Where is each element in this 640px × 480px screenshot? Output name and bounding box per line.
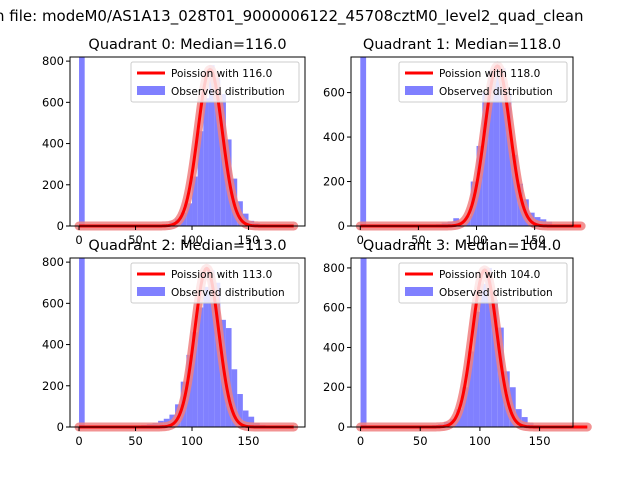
hist-bar	[360, 258, 367, 427]
y-tick-label: 600	[323, 86, 345, 100]
y-tick-label: 800	[323, 261, 345, 275]
y-tick-label: 400	[42, 338, 64, 352]
y-tick-label: 0	[57, 219, 64, 233]
hist-bar	[192, 332, 198, 427]
panel-title: Quadrant 2: Median=113.0	[88, 238, 286, 254]
panel-quadrant-1: 0 50 100 150 0 200 400 600 Quadrant 1: Median=11…	[323, 37, 586, 247]
y-tick-label: 0	[338, 219, 345, 233]
y-tick-label: 200	[42, 178, 64, 192]
hist-bar	[197, 307, 204, 427]
axes-frame	[350, 56, 574, 227]
hist-bar	[485, 267, 492, 427]
hist-bar	[237, 394, 243, 427]
hist-bar	[511, 154, 518, 226]
y-tick-label: 800	[42, 255, 64, 269]
x-tick-label: 0	[75, 233, 82, 247]
hist-bar	[79, 57, 85, 226]
legend-swatch-histogram	[137, 287, 165, 296]
y-tick-label: 600	[42, 296, 64, 310]
x-tick-label: 150	[238, 233, 260, 247]
y-tick-label: 400	[323, 130, 345, 144]
x-tick-label: 150	[529, 434, 551, 448]
hist-bar	[479, 283, 486, 427]
panel-quadrant-2: 0 50 100 150 0 200 400 600 800 Quadrant 2: Median…	[42, 238, 306, 448]
legend-box	[130, 262, 300, 304]
x-tick-label: 50	[128, 233, 143, 247]
x-tick-label: 100	[466, 233, 488, 247]
x-tick-label: 0	[357, 233, 364, 247]
legend-box	[130, 61, 300, 103]
axes-frame	[350, 257, 574, 428]
hist-bar	[192, 176, 198, 226]
hist-bar	[462, 387, 468, 427]
y-tick-label: 600	[323, 301, 345, 315]
hist-bar	[203, 286, 209, 427]
x-tick-label: 50	[413, 434, 428, 448]
legend-label-histogram: Observed distribution	[439, 287, 553, 299]
panel-quadrant-3: 0 50 100 150 0 200 400 600 800 Quadrant 3: Median…	[323, 238, 592, 448]
x-tick-label: 50	[128, 434, 143, 448]
axes-frame	[69, 56, 306, 227]
hist-bar	[505, 92, 512, 226]
y-tick-label: 0	[338, 420, 345, 434]
legend-label-curve: Poission with 113.0	[171, 269, 272, 281]
hist-bar	[491, 299, 498, 427]
legend-label-curve: Poission with 116.0	[171, 68, 272, 80]
panel-title: Quadrant 1: Median=118.0	[363, 37, 561, 53]
legend-swatch-histogram	[137, 86, 165, 95]
x-tick-label: 0	[75, 434, 82, 448]
legend-label-histogram: Observed distribution	[171, 86, 285, 98]
y-tick-label: 800	[42, 54, 64, 68]
legend-label-curve: Poission with 118.0	[439, 68, 540, 80]
hist-bar	[208, 65, 215, 227]
hist-bar	[79, 258, 85, 427]
y-tick-label: 200	[323, 380, 345, 394]
hist-bar	[488, 70, 494, 226]
legend-label-histogram: Observed distribution	[439, 86, 553, 98]
panel-title: Quadrant 3: Median=104.0	[363, 238, 561, 254]
figure-suptitle: n file: modeM0/AS1A13_028T01_9000006122_…	[0, 7, 584, 26]
legend: Poission with 116.0 Observed distribution	[130, 61, 300, 103]
hist-bar	[499, 68, 506, 227]
hist-bar	[242, 410, 249, 427]
hist-bar	[208, 270, 215, 427]
panel-title: Quadrant 0: Median=116.0	[88, 37, 286, 53]
x-tick-label: 50	[411, 233, 426, 247]
hist-bar	[197, 131, 204, 226]
hist-bar	[214, 77, 221, 226]
y-tick-label: 200	[42, 379, 64, 393]
x-tick-label: 100	[469, 434, 491, 448]
hist-bar	[231, 369, 238, 427]
panels-container: 0 50 100 150 0 200 400 600 800 Quadrant 0: Median…	[42, 37, 592, 448]
y-tick-label: 0	[57, 420, 64, 434]
legend-swatch-histogram	[405, 287, 433, 296]
x-tick-label: 150	[524, 233, 546, 247]
hist-bar	[493, 65, 500, 226]
hist-bar	[473, 311, 480, 427]
legend: Poission with 118.0 Observed distribution	[398, 61, 568, 103]
hist-bar	[248, 416, 255, 427]
legend-swatch-histogram	[405, 86, 433, 95]
x-tick-label: 100	[181, 434, 203, 448]
legend-box	[398, 61, 568, 103]
hist-bar	[360, 57, 367, 226]
x-tick-label: 0	[357, 434, 364, 448]
legend: Poission with 104.0 Observed distribution	[398, 262, 568, 304]
hist-bar	[203, 98, 209, 226]
axes-frame	[69, 257, 306, 428]
y-tick-label: 200	[323, 175, 345, 189]
y-tick-label: 600	[42, 95, 64, 109]
legend: Poission with 113.0 Observed distribution	[130, 262, 300, 304]
panel-quadrant-0: 0 50 100 150 0 200 400 600 800 Quadrant 0: Median…	[42, 37, 306, 247]
x-tick-label: 100	[181, 233, 203, 247]
x-tick-label: 150	[238, 434, 260, 448]
legend-label-curve: Poission with 104.0	[439, 269, 540, 281]
legend-label-histogram: Observed distribution	[171, 287, 285, 299]
y-tick-label: 400	[323, 340, 345, 354]
legend-box	[398, 262, 568, 304]
hist-bar	[467, 351, 474, 427]
hist-bar	[186, 203, 193, 226]
y-tick-label: 400	[42, 137, 64, 151]
